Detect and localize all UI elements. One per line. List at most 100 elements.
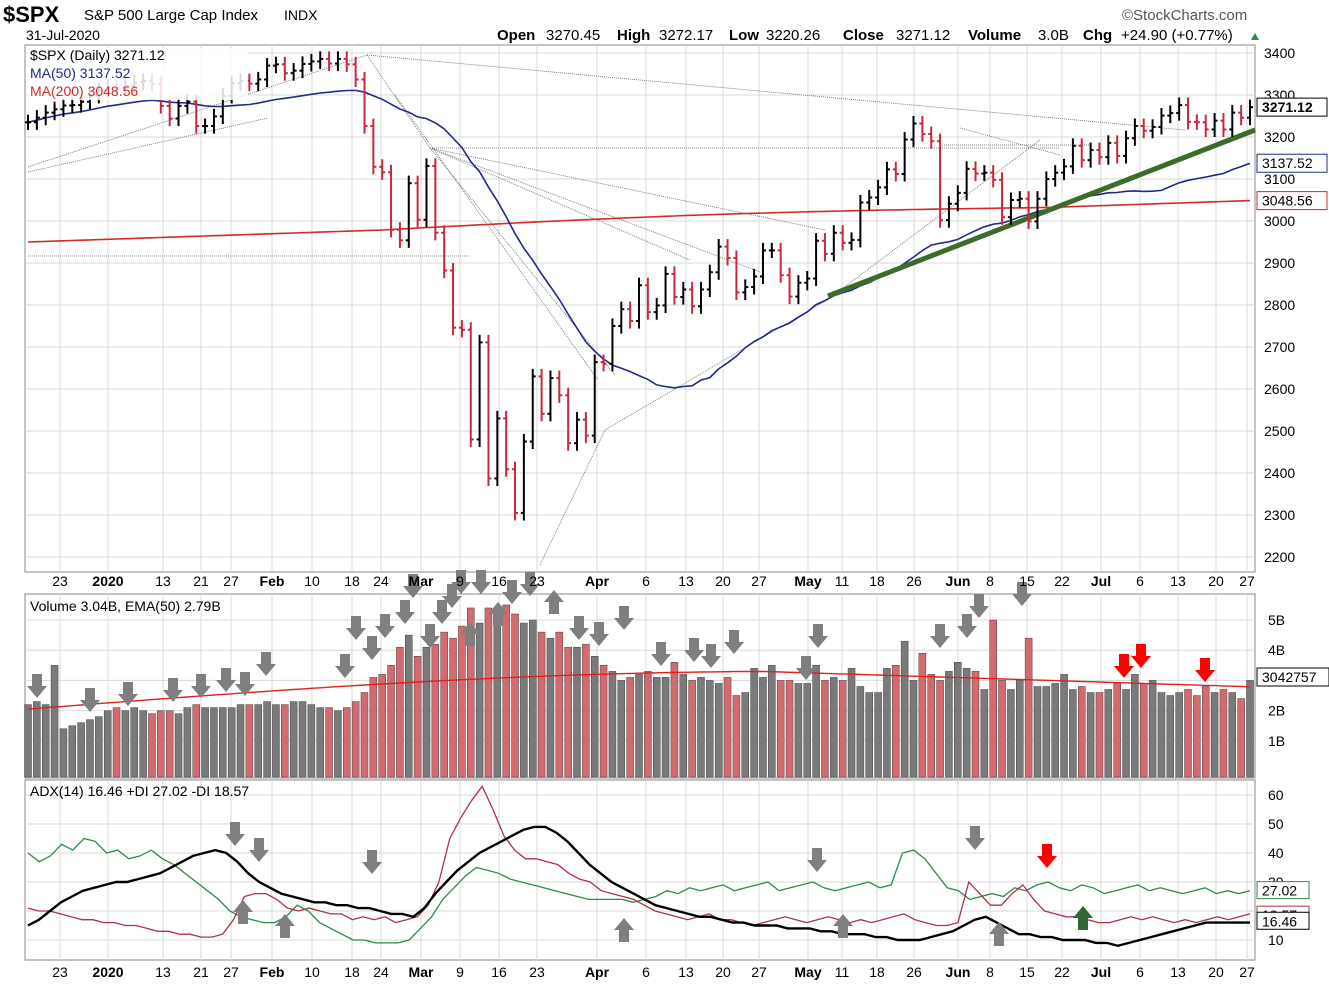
x-tick-label: 8 (986, 964, 994, 980)
ohlc-bar (1185, 97, 1192, 130)
x-tick-label: 26 (906, 573, 922, 589)
legend-price: $SPX (Daily) 3271.12 (30, 47, 165, 63)
volume-bar (732, 695, 741, 778)
volume-bar (989, 619, 997, 778)
volume-bar (776, 680, 785, 778)
ohlc-bar (405, 175, 412, 248)
volume-bar (546, 637, 555, 778)
volume-bar (219, 707, 227, 778)
volume-bar (210, 707, 218, 778)
ohlc-bar (1025, 191, 1032, 229)
arrow-down-icon (651, 642, 671, 666)
x-tick-label: 6 (1136, 573, 1144, 589)
arrow-down-icon (256, 652, 276, 676)
volume-bar (661, 677, 670, 778)
arrow-down-icon (80, 688, 100, 712)
ohlc-bar (636, 277, 642, 329)
ohlc-bar (272, 56, 279, 74)
volume-bar (316, 707, 324, 778)
arrow-down-icon (335, 654, 355, 678)
ohlc-bar (839, 225, 846, 251)
x-tick-label: 18 (869, 573, 885, 589)
volume-bar (759, 677, 767, 778)
ohlc-bar (945, 196, 952, 228)
volume-bar (24, 704, 32, 778)
ohlc-bar (910, 116, 917, 148)
volume-bar (227, 707, 236, 778)
ohlc-bar (883, 161, 890, 195)
x-tick-label: 13 (1170, 964, 1186, 980)
legend-ma200: MA(200) 3048.56 (30, 83, 138, 99)
trendline (27, 117, 269, 173)
ohlc-bar (202, 118, 209, 134)
volume-bar (714, 683, 723, 778)
volume-bar (68, 725, 77, 778)
brand-logo: ©StockCharts.com (1122, 7, 1247, 24)
ohlc-bar (1087, 142, 1094, 168)
x-tick-label: 20 (715, 964, 731, 980)
x-tick-label: 13 (155, 573, 171, 589)
ohlc-bar (697, 281, 704, 314)
volume-bar (1078, 686, 1086, 778)
ohlc-bar (1052, 165, 1059, 187)
last-value-box (1256, 191, 1328, 211)
volume-bar (484, 607, 493, 778)
volume-bar (909, 680, 918, 778)
volume-bar (59, 728, 68, 778)
arrow-down-icon (930, 624, 950, 648)
arrow-down-icon (589, 622, 609, 646)
x-tick-label: 11 (835, 964, 850, 980)
ohlc-bar (317, 51, 324, 69)
ohlc-bar (999, 172, 1006, 225)
price-y-tick: 2700 (1264, 339, 1295, 355)
ohlc-bar (751, 268, 758, 295)
volume-bar (564, 646, 572, 778)
ohlc-bar (264, 58, 271, 88)
ohlc-bar (715, 239, 722, 280)
price-y-tick: 3200 (1264, 129, 1295, 145)
arrow-down-icon (346, 616, 366, 640)
volume-bar (980, 689, 989, 778)
volume-bar (1104, 689, 1113, 778)
ohlc-bar (786, 267, 793, 305)
ohlc-bar (591, 354, 598, 444)
ohlc-bar (60, 97, 67, 117)
volume-bar (1016, 680, 1024, 778)
volume-bar (644, 671, 652, 778)
x-tick-label: 24 (373, 964, 389, 980)
volume-bar (838, 680, 847, 778)
arrow-down-icon (808, 624, 828, 648)
arrow-down-icon (191, 674, 211, 698)
volume-bar (467, 607, 475, 778)
x-tick-label: Jun (946, 964, 971, 980)
volume-value: 3.0B (1038, 27, 1069, 44)
volume-bar (396, 646, 404, 778)
volume-bar (962, 668, 971, 778)
ohlc-bar (370, 118, 377, 175)
volume-bar (945, 671, 953, 778)
volume-bar (679, 674, 688, 778)
volume-bar (927, 674, 935, 778)
x-tick-label: Mar (409, 964, 434, 980)
volume-bar (272, 704, 280, 778)
volume-bar (723, 677, 732, 778)
volume-bar (750, 668, 758, 778)
x-tick-label: 23 (52, 573, 68, 589)
volume-bar (1175, 692, 1183, 778)
volume-bar (1193, 695, 1201, 778)
ohlc-bar (1078, 138, 1085, 168)
volume-bar (298, 701, 307, 778)
volume-bar (351, 701, 360, 778)
volume-bar (785, 680, 794, 778)
volume-bar (413, 656, 422, 778)
ohlc-bar (963, 161, 970, 201)
ohlc-bar (919, 116, 926, 142)
arrow-down-icon (502, 580, 522, 604)
volume-bar (165, 710, 174, 778)
ohlc-bar (1220, 113, 1227, 137)
ohlc-bar (25, 114, 31, 130)
volume-bar (900, 640, 909, 778)
ohlc-bar (795, 275, 802, 305)
ohlc-bar (574, 412, 581, 451)
volume-bar (405, 634, 413, 778)
